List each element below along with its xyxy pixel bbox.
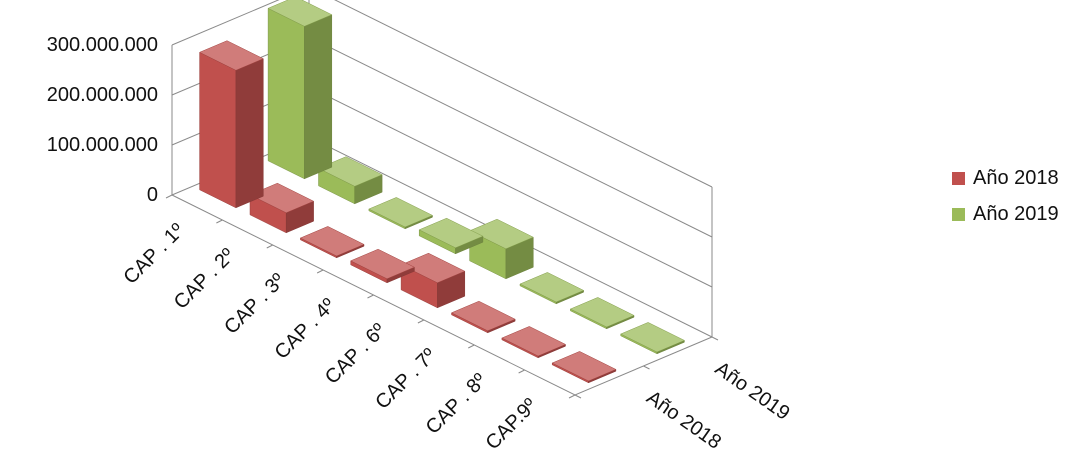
bar-año-2018-2	[249, 182, 315, 234]
category-label: CAP.9º	[482, 394, 542, 454]
category-tick	[417, 319, 425, 324]
category-tick	[165, 194, 173, 199]
legend-swatch-2018	[952, 171, 965, 185]
bar-año-2019-5	[469, 218, 534, 280]
bar-año-2018-1	[199, 40, 264, 209]
legend-label-2019: Año 2019	[973, 202, 1059, 225]
legend: Año 2018 Año 2019	[952, 160, 1059, 232]
category-label: CAP . 2º	[170, 244, 240, 314]
series-tick	[574, 394, 582, 399]
y-tick-label: 300.000.000	[47, 34, 158, 56]
bar-año-2019-3	[368, 197, 434, 230]
category-tick	[468, 344, 475, 349]
bar-año-2018-3	[299, 226, 365, 259]
y-tick-label: 100.000.000	[47, 134, 158, 156]
series-tick	[643, 365, 650, 370]
category-tick	[568, 394, 576, 399]
bar-año-2019-6	[519, 272, 585, 305]
series-axis-label: Año 2019	[711, 358, 794, 425]
category-tick	[518, 369, 525, 374]
y-tick-label: 200.000.000	[47, 84, 158, 106]
category-label: CAP . 3º	[220, 269, 290, 339]
axis-labels: 0 100.000.000 200.000.000 300.000.000 CAP . …	[47, 34, 794, 454]
bar-año-2018-6	[450, 300, 516, 334]
bars	[199, 0, 685, 384]
category-tick	[316, 269, 324, 274]
bar-año-2018-8	[551, 351, 617, 384]
legend-swatch-2019	[952, 207, 965, 221]
category-label: CAP . 1º	[120, 219, 190, 289]
category-label: CAP . 7º	[371, 344, 441, 414]
bar-año-2019-1	[267, 0, 333, 180]
category-tick	[367, 294, 374, 299]
series-axis-label: Año 2018	[642, 387, 725, 454]
legend-item-2019: Año 2019	[952, 196, 1059, 232]
gridline	[171, 0, 713, 188]
category-label: CAP . 4º	[271, 294, 341, 364]
bar-año-2018-5	[400, 252, 466, 309]
bar-año-2019-4	[418, 217, 484, 255]
bar-año-2019-8	[620, 322, 685, 355]
category-tick	[216, 219, 223, 224]
legend-item-2018: Año 2018	[952, 160, 1059, 196]
bar-año-2018-7	[501, 326, 567, 359]
series-tick	[711, 336, 719, 341]
category-label: CAP . 6º	[321, 319, 391, 389]
category-label: CAP . 8º	[422, 369, 492, 439]
y-tick-label: 0	[147, 184, 158, 206]
bar-año-2019-2	[317, 156, 383, 205]
category-tick	[266, 244, 273, 249]
legend-label-2018: Año 2018	[973, 166, 1059, 189]
bar-año-2019-7	[569, 297, 635, 330]
bar-año-2018-4	[350, 248, 415, 284]
